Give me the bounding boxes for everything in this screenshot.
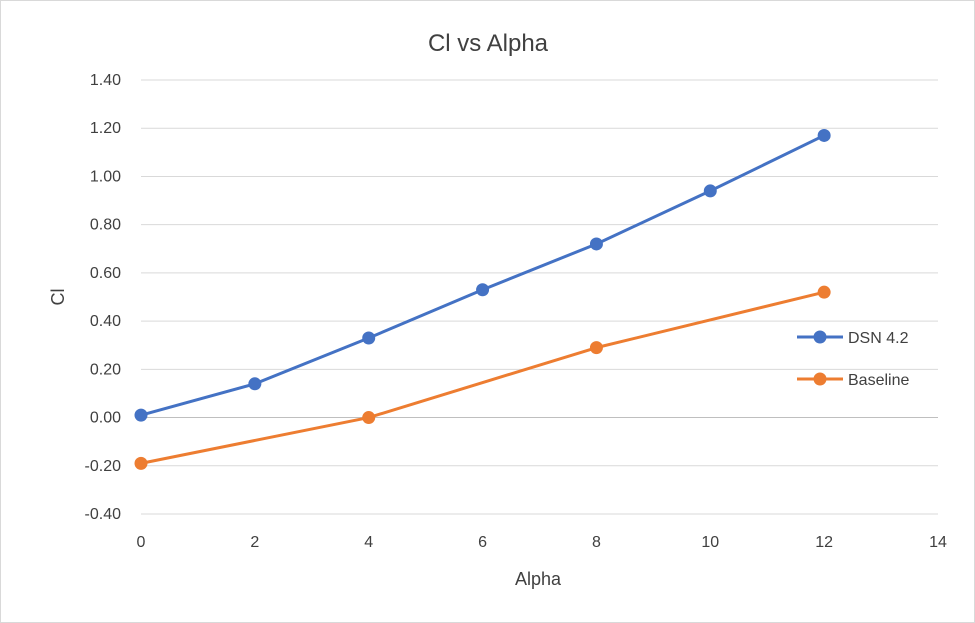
series-line [139, 290, 826, 465]
data-point [134, 456, 148, 470]
x-axis-label: Alpha [515, 569, 562, 589]
chart-title: Cl vs Alpha [428, 30, 549, 57]
data-point [362, 331, 376, 345]
x-tick-label: 14 [929, 534, 947, 551]
series-line [139, 133, 826, 417]
x-tick-label: 10 [701, 534, 719, 551]
y-tick-label: 0.40 [90, 313, 121, 330]
data-point [476, 283, 490, 297]
legend-label: DSN 4.2 [848, 330, 909, 347]
legend-marker [813, 372, 827, 386]
x-tick-label: 4 [364, 534, 373, 551]
data-point [362, 411, 376, 425]
data-point [134, 408, 148, 422]
data-point [703, 184, 717, 198]
grid-lines [141, 79, 938, 515]
y-axis-label: Cl [48, 289, 68, 306]
y-tick-label: 0.80 [90, 217, 121, 234]
legend-label: Baseline [848, 372, 909, 389]
data-point [817, 285, 831, 299]
series-0 [134, 128, 831, 422]
y-tick-label: 1.00 [90, 168, 121, 185]
data-point [589, 237, 603, 251]
series-layer [134, 128, 831, 470]
x-tick-label: 2 [250, 534, 259, 551]
y-tick-label: 0.00 [90, 410, 121, 427]
y-tick-label: -0.20 [85, 458, 122, 475]
y-tick-label: -0.40 [85, 506, 122, 523]
legend-marker [813, 330, 827, 344]
y-tick-label: 0.20 [90, 361, 121, 378]
x-tick-label: 6 [478, 534, 487, 551]
y-tick-label: 1.20 [90, 120, 121, 137]
legend-item: DSN 4.2 [797, 330, 909, 347]
legend: DSN 4.2 Baseline [797, 330, 909, 389]
y-tick-label: 0.60 [90, 265, 121, 282]
x-tick-label: 0 [137, 534, 146, 551]
series-1 [134, 285, 831, 470]
y-tick-label: 1.40 [90, 72, 121, 89]
data-point [817, 128, 831, 142]
x-tick-label: 12 [815, 534, 833, 551]
x-tick-label: 8 [592, 534, 601, 551]
x-axis-ticks: 0 2 4 6 8 10 12 14 [137, 534, 947, 551]
data-point [589, 341, 603, 355]
legend-item: Baseline [797, 372, 909, 389]
y-axis-ticks: -0.40 -0.20 0.00 0.20 0.40 0.60 0.80 1.00 1.20 1.… [85, 72, 122, 523]
data-point [248, 377, 262, 391]
